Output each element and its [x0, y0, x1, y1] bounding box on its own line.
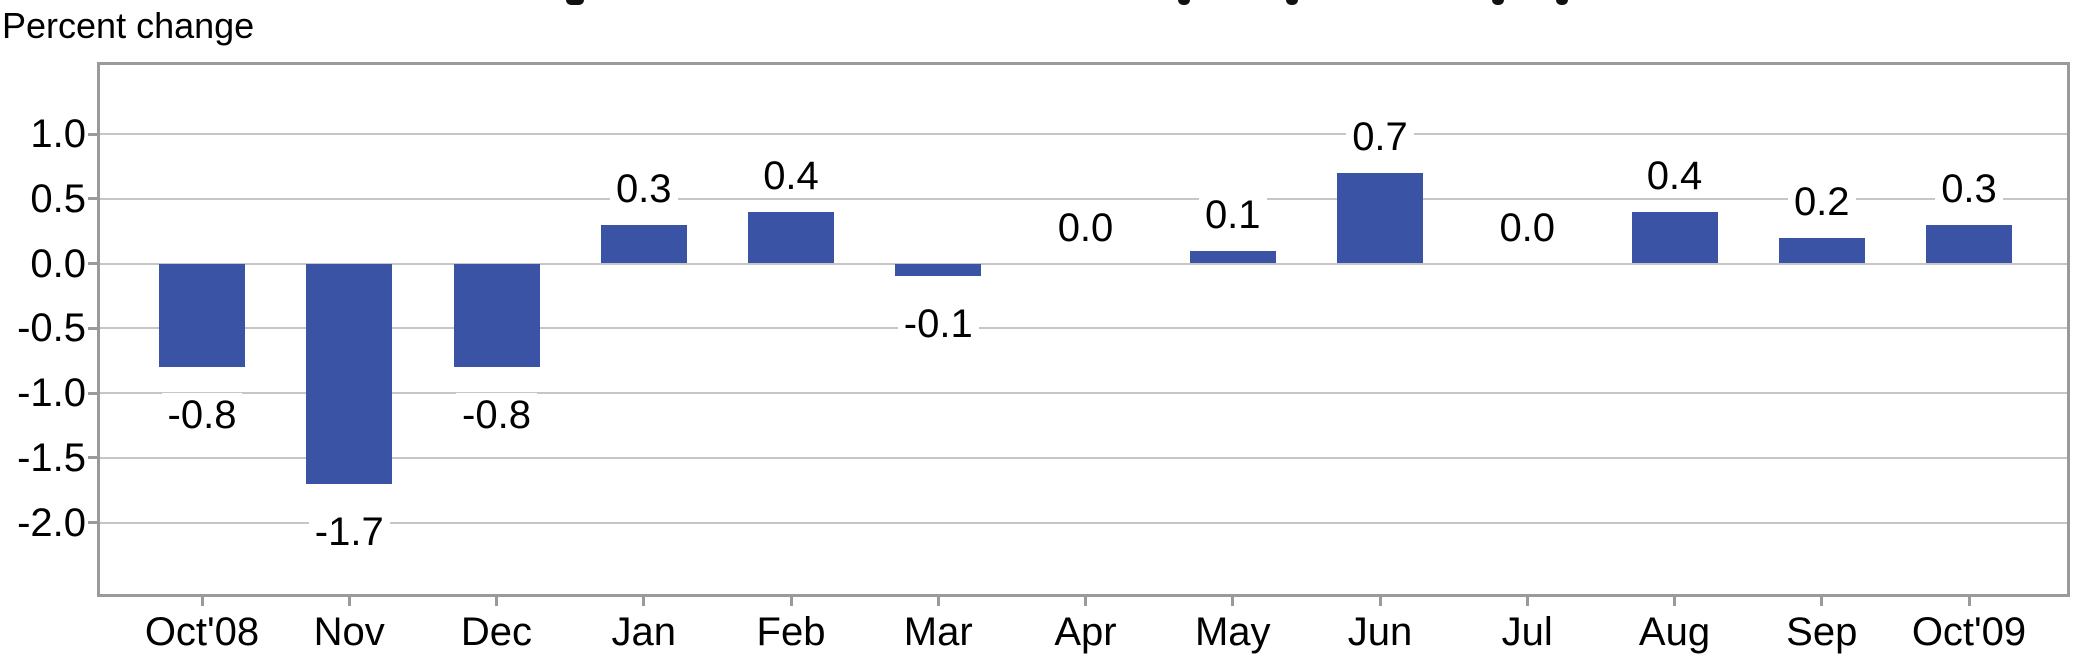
gridline	[100, 392, 2067, 394]
bar-value-text: 0.2	[1787, 179, 1856, 224]
x-axis-tick	[1378, 597, 1382, 606]
bar-value-label: 0.0	[996, 205, 1176, 250]
bar-value-label: -1.7	[259, 509, 439, 554]
x-axis-tick	[495, 597, 498, 606]
gridline	[100, 327, 2067, 330]
y-tick-label: -2.0	[17, 500, 86, 545]
cropped-title-remnant-mark	[1492, 0, 1504, 5]
cropped-title-remnant-mark	[566, 0, 584, 5]
gridline	[100, 197, 2067, 200]
x-tick-label: Jul	[1501, 610, 1553, 654]
bar-value-label: 0.4	[1585, 153, 1765, 198]
x-axis-tick	[347, 597, 351, 606]
x-axis-tick	[1084, 597, 1087, 606]
y-axis-tick	[88, 132, 100, 136]
bar-value-label: -0.8	[112, 393, 292, 438]
gridline	[100, 262, 2067, 265]
x-axis-tick	[1820, 597, 1824, 606]
bar-Oct08	[159, 263, 245, 368]
bar-value-text: 0.4	[1640, 153, 1709, 198]
x-axis-tick	[642, 597, 646, 606]
x-tick-label: Nov	[313, 610, 385, 654]
y-axis-tick	[88, 197, 100, 201]
y-axis-tick	[88, 326, 100, 330]
gridline	[100, 456, 2067, 459]
bar-value-label: 0.2	[1732, 179, 1912, 224]
y-axis-tick	[88, 456, 100, 460]
x-axis-tick	[200, 597, 204, 606]
x-tick-label: Oct'08	[144, 610, 260, 654]
bar-value-text: 0.1	[1198, 192, 1267, 237]
bar-Oct09	[1926, 224, 2012, 264]
y-tick-label: -0.5	[17, 306, 86, 351]
x-tick-label: Aug	[1638, 610, 1711, 654]
x-axis-tick	[1525, 597, 1529, 606]
gridline	[100, 521, 2067, 524]
bar-Jun	[1337, 172, 1423, 264]
bar-value-text: -0.1	[897, 302, 979, 347]
bar-value-text: 0.0	[1051, 205, 1120, 250]
plot-area: -0.8 -1.7 -0.8 0.3 0.4 -0.1 0.0 0.1 0.7 0.0 0.4 0.2…	[88, 62, 2070, 597]
y-axis-tick	[88, 391, 100, 395]
bar-value-text: 0.0	[1493, 205, 1562, 250]
bar-value-text: -0.8	[161, 393, 243, 438]
bar-Nov	[306, 263, 393, 484]
bar-value-label: 0.1	[1143, 192, 1323, 237]
x-tick-label: Feb	[756, 610, 826, 654]
x-tick-label: Jun	[1347, 610, 1413, 654]
bar-Feb	[748, 211, 834, 264]
bar-value-label: -0.8	[407, 393, 587, 438]
bar-value-text: 0.3	[609, 166, 678, 211]
x-tick-label: May	[1194, 610, 1271, 654]
bar-value-text: 0.4	[757, 153, 825, 198]
y-axis-tick	[88, 521, 100, 524]
bar-value-text: 0.7	[1346, 114, 1414, 159]
bar-value-label: 0.3	[554, 166, 734, 211]
cropped-title-remnant-mark	[1556, 0, 1568, 5]
x-tick-label: Apr	[1054, 610, 1117, 654]
gridline	[100, 133, 2067, 135]
cropped-title-remnant-mark	[1286, 0, 1298, 5]
x-axis-tick	[1231, 597, 1235, 606]
x-tick-label: Mar	[903, 610, 973, 654]
y-tick-label: 0.0	[30, 241, 86, 286]
y-tick-label: 1.0	[30, 112, 86, 156]
x-tick-label: Oct'09	[1911, 610, 2027, 654]
x-tick-label: Jan	[611, 610, 677, 654]
y-axis-tick	[88, 262, 100, 265]
bar-Dec	[453, 263, 540, 368]
x-axis-tick	[789, 597, 793, 606]
bar-value-text: 0.3	[1935, 166, 2003, 211]
bar-Jan	[600, 224, 687, 264]
x-axis-tick	[936, 597, 940, 606]
bar-Aug	[1631, 211, 1718, 264]
bar-value-label: -0.1	[848, 302, 1028, 347]
cropped-title-remnant-mark	[1178, 0, 1190, 5]
bar-Mar	[895, 263, 982, 277]
bar-value-label: 0.4	[701, 153, 881, 198]
bar-May	[1189, 250, 1276, 264]
axis-unit-label: Percent change	[2, 5, 255, 46]
bar-value-label: 0.7	[1290, 114, 1470, 159]
x-axis-tick	[1967, 597, 1971, 606]
x-axis-tick	[1673, 597, 1676, 606]
y-tick-label: -1.5	[17, 435, 86, 480]
y-tick-label: -1.0	[17, 371, 86, 415]
bar-value-text: -1.7	[308, 509, 390, 554]
bar-value-label: 0.3	[1879, 166, 2059, 211]
bar-Sep	[1778, 237, 1865, 264]
y-tick-label: 0.5	[30, 176, 86, 221]
bar-value-text: -0.8	[456, 393, 537, 438]
x-tick-label: Dec	[460, 610, 533, 654]
bar-value-label: 0.0	[1437, 205, 1617, 250]
x-tick-label: Sep	[1786, 610, 1858, 654]
